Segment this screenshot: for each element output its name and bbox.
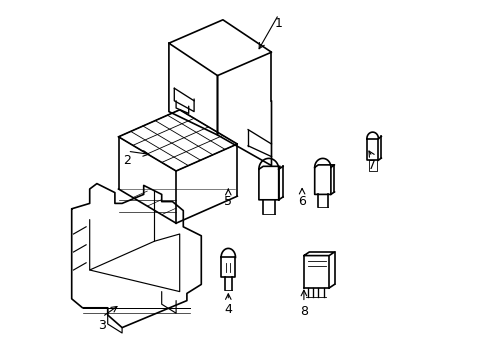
Text: 7: 7 bbox=[367, 159, 376, 172]
Text: 8: 8 bbox=[299, 305, 307, 318]
Text: 5: 5 bbox=[224, 195, 232, 208]
Text: 2: 2 bbox=[123, 154, 131, 167]
Text: 6: 6 bbox=[298, 195, 305, 208]
Text: 1: 1 bbox=[274, 17, 282, 30]
Text: 4: 4 bbox=[224, 303, 232, 316]
Text: 3: 3 bbox=[98, 319, 106, 332]
